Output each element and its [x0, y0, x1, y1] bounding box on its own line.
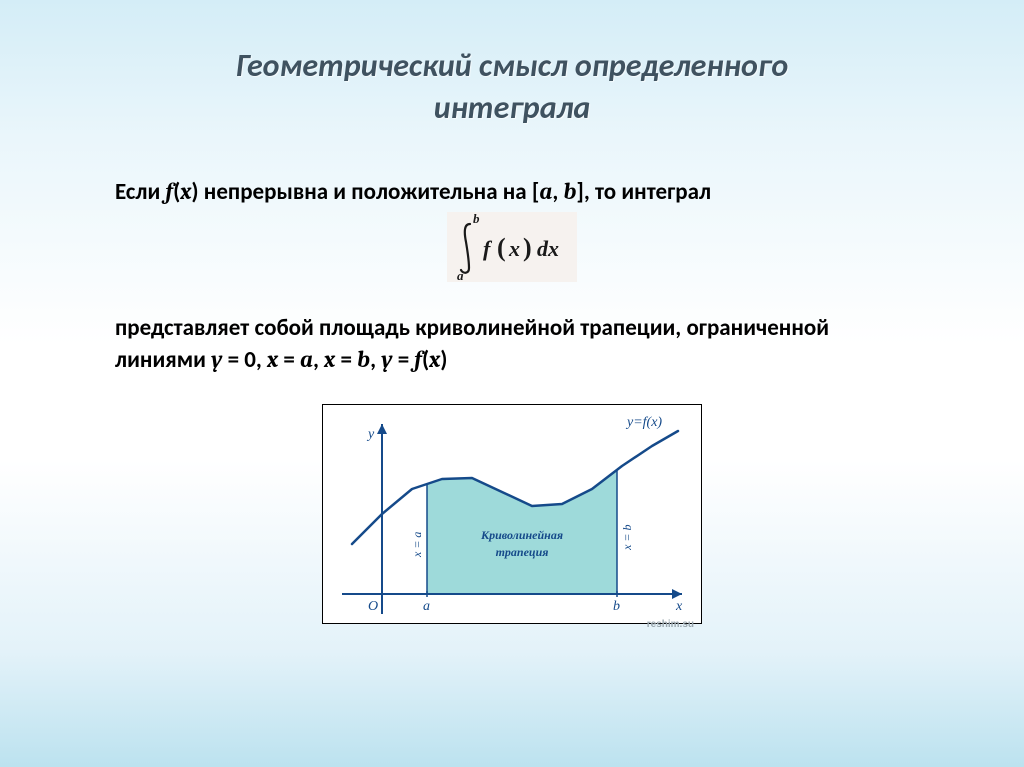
- svg-text:a: a: [457, 268, 464, 282]
- paragraph-2: представляет собой площадь криволинейной…: [115, 313, 909, 376]
- slide-body: Если f(x) непрерывна и положительна на […: [0, 128, 1024, 633]
- slide-title: Геометрический смысл определенного интег…: [0, 0, 1024, 128]
- svg-text:a: a: [423, 599, 430, 614]
- svg-text:b: b: [473, 212, 480, 226]
- svg-text:b: b: [613, 599, 620, 614]
- svg-text:): ): [523, 233, 532, 262]
- trapezoid-diagram: y x Oa b x = a x = b y=f(x) Криволинейная трапец…: [322, 404, 702, 624]
- svg-text:dx: dx: [537, 236, 559, 261]
- svg-text:y: y: [366, 427, 375, 442]
- integral-svg: baf(x)dx: [447, 212, 577, 282]
- svg-text:трапеция: трапеция: [496, 545, 549, 559]
- svg-text:Криволинейная: Криволинейная: [480, 528, 563, 542]
- integral-formula: baf(x)dx: [115, 212, 909, 291]
- svg-text:x = b: x = b: [620, 525, 634, 551]
- svg-text:y=f(x): y=f(x): [625, 415, 662, 430]
- svg-text:x: x: [508, 236, 520, 261]
- svg-text:x = a: x = a: [410, 532, 424, 558]
- svg-text:(: (: [497, 233, 506, 262]
- paragraph-1: Если f(x) непрерывна и положительна на […: [115, 176, 909, 208]
- watermark: reshim.su: [647, 618, 694, 632]
- svg-text:O: O: [368, 599, 378, 614]
- svg-text:x: x: [675, 599, 683, 614]
- diagram-container: y x Oa b x = a x = b y=f(x) Криволинейная трапец…: [322, 404, 702, 633]
